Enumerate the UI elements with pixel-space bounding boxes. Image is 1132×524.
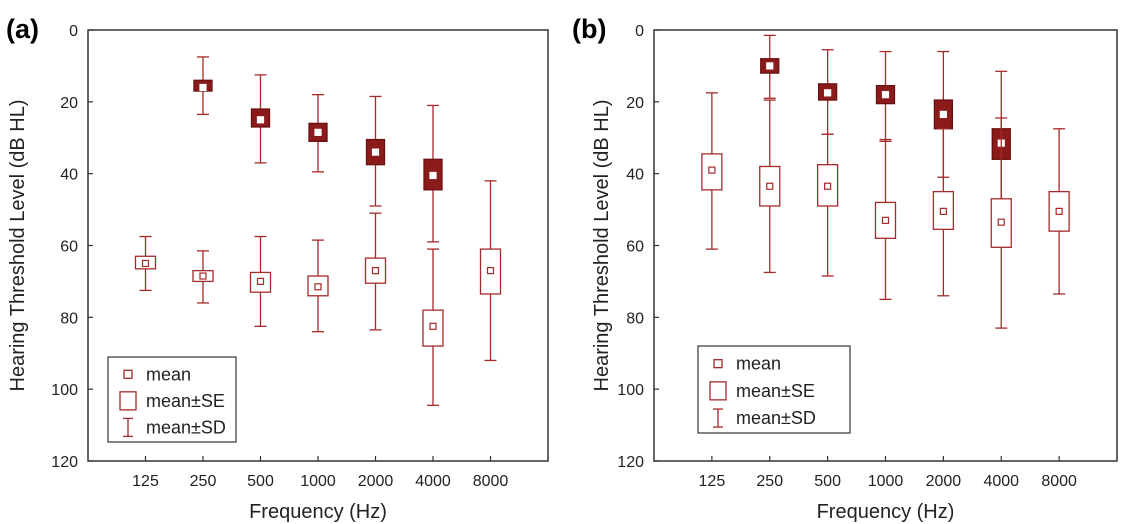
filled-box-group [423,104,443,243]
open-box-group [932,128,955,297]
legend-label: mean±SE [736,381,815,401]
filled-box-group [250,74,271,164]
mean-marker [708,166,716,174]
legend-label: mean±SD [146,417,226,437]
mean-marker [314,283,322,291]
x-tick-label: 1000 [868,473,904,490]
filled-box-group [817,49,838,135]
y-tick-label: 20 [60,95,78,112]
mean-marker [256,116,265,124]
y-tick-label: 60 [60,239,78,256]
open-box-group [422,248,444,406]
filled-box-group [193,56,213,116]
legend-mean-symbol [123,369,133,379]
y-tick-label: 80 [60,310,78,327]
mean-marker [371,267,380,275]
y-tick-label: 100 [51,382,78,399]
open-box-group [701,92,723,250]
open-box-group [364,212,387,331]
mean-marker [939,110,947,119]
legend-se-symbol [709,381,727,401]
x-tick-label: 8000 [473,473,509,490]
filled-box-group [875,50,896,142]
open-box-group [816,133,839,277]
mean-marker [881,216,890,224]
x-tick-label: 4000 [415,473,451,490]
legend-label: mean±SE [146,391,225,411]
y-tick-label: 40 [60,167,78,184]
x-tick-label: 500 [247,473,274,490]
mean-marker [256,277,265,286]
open-box-group [759,99,781,274]
y-tick-label: 120 [617,454,644,471]
y-tick-label: 0 [635,23,644,40]
open-box-group [874,138,897,301]
y-tick-label: 80 [626,310,644,327]
legend: mean mean±SE mean±SD [107,356,237,443]
mean-marker [429,171,437,180]
mean-marker [486,267,495,275]
mean-marker [881,91,890,99]
open-box-group [192,250,214,304]
x-tick-label: 250 [756,473,783,490]
x-tick-label: 8000 [1041,473,1077,490]
x-tick-label: 2000 [358,473,394,490]
legend-label: mean [146,364,191,384]
x-tick-label: 125 [699,473,726,490]
legend: mean mean±SE mean±SD [697,345,851,434]
y-tick-label: 20 [626,95,644,112]
legend-mean-symbol [713,359,723,369]
x-tick-label: 1000 [300,473,336,490]
panel-label-b: (b) [572,14,607,44]
chart-a-svg: 0 20 40 60 80 100 120 125 250 500 1000 2000 4000 8000… [7,23,549,523]
legend-se-symbol [119,391,137,411]
x-axis-title: Frequency (Hz) [249,501,387,523]
y-axis-title: Hearing Threshold Level (dB HL) [7,99,29,391]
y-axis-title: Hearing Threshold Level (dB HL) [591,99,613,391]
chart-panel-b: (b) 0 20 40 60 80 100 120 125 250 500 1000 2000 4000… [566,0,1132,524]
filled-box-group [760,34,780,99]
y-tick-label: 60 [626,239,644,256]
x-tick-label: 2000 [926,473,962,490]
panel-label-a: (a) [6,14,39,44]
x-tick-label: 125 [132,473,159,490]
open-box-group [479,180,502,362]
legend-label: mean±SD [736,408,816,428]
open-box-group [307,239,329,333]
chart-panel-a: (a) 0 20 40 60 80 100 120 125 250 500 1000 2000 4000… [6,14,549,523]
mean-marker [1055,207,1063,215]
filled-box-group [365,95,386,207]
mean-marker [429,322,437,330]
open-box-group [990,117,1012,329]
y-tick-label: 40 [626,167,644,184]
mean-marker [997,218,1005,226]
legend-label: mean [736,354,781,374]
mean-marker [371,148,380,156]
x-axis-title: Frequency (Hz) [817,501,955,523]
filled-box-group [308,94,328,173]
mean-marker [824,89,832,97]
x-tick-label: 250 [190,473,217,490]
mean-marker [199,272,207,280]
mean-marker [199,83,207,92]
mean-marker [314,128,322,136]
mean-marker [939,207,947,215]
open-box-group [134,235,157,292]
mean-marker [766,182,774,190]
x-tick-label: 500 [814,473,841,490]
y-tick-label: 100 [617,382,644,399]
open-box-group [1048,128,1070,295]
open-box-group [249,235,272,327]
mean-marker [766,62,774,70]
x-tick-label: 4000 [983,473,1019,490]
mean-marker [824,182,832,190]
mean-marker [141,259,150,268]
chart-b-svg: 0 20 40 60 80 100 120 125 250 500 1000 2000 4000 8000… [591,23,1118,523]
y-tick-label: 120 [51,454,78,471]
y-tick-label: 0 [69,23,78,40]
